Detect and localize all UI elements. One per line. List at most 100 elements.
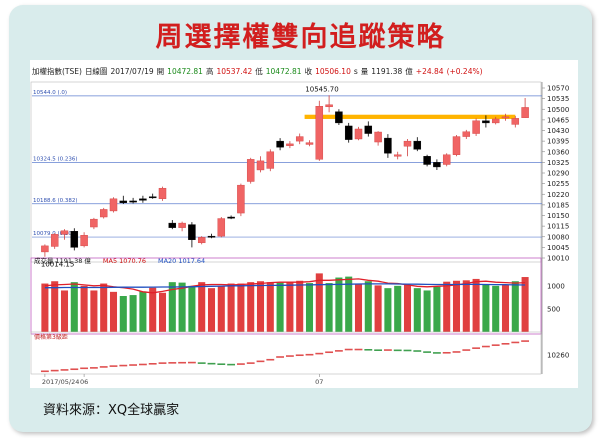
volume-bar bbox=[158, 292, 167, 332]
volume-bar bbox=[237, 283, 245, 332]
candle-body bbox=[521, 107, 529, 118]
volume-bar bbox=[129, 295, 137, 332]
volume-bar bbox=[60, 290, 69, 332]
candle-body bbox=[511, 118, 520, 125]
price-tick-label: 10115 bbox=[547, 223, 569, 231]
candle-body bbox=[80, 235, 88, 247]
candle-body bbox=[413, 140, 422, 150]
x-tick-label: 06 bbox=[80, 378, 88, 386]
page-title: 周選擇權雙向追蹤策略 bbox=[155, 22, 446, 53]
candle-body bbox=[374, 131, 382, 143]
volume-bar bbox=[80, 285, 88, 332]
fib-reference-label: 10079.0 (0.500) bbox=[33, 231, 78, 237]
header-close-mark: s bbox=[354, 67, 358, 76]
volume-bar bbox=[100, 283, 108, 332]
header-volume-label: 量 bbox=[361, 67, 369, 76]
header-period: 日線圖 bbox=[85, 66, 108, 76]
candle-body bbox=[462, 131, 471, 137]
price-tick-label: 10045 bbox=[547, 244, 569, 252]
candle-body bbox=[99, 209, 108, 218]
chart-panel bbox=[30, 60, 578, 388]
fib-reference-label: 10544.0 (.0) bbox=[33, 90, 67, 96]
price-tick-label: 10500 bbox=[547, 106, 569, 114]
candle-body bbox=[217, 218, 226, 237]
candle-body bbox=[393, 154, 402, 157]
volume-bar bbox=[90, 290, 98, 332]
candle-body bbox=[276, 140, 284, 148]
price-tick-label: 10080 bbox=[547, 233, 569, 241]
volume-bar bbox=[452, 280, 461, 332]
candle-body bbox=[129, 200, 137, 203]
volume-ma20-line bbox=[44, 283, 526, 289]
header-change: +24.84 bbox=[416, 67, 444, 76]
header-close-value: 10506.10 bbox=[315, 67, 351, 76]
volume-label: 成交量 bbox=[34, 256, 54, 265]
volume-bar bbox=[217, 285, 225, 332]
volume-bar bbox=[433, 286, 441, 332]
volume-tick-label: 1000 bbox=[547, 282, 565, 290]
volume-bar bbox=[364, 281, 372, 332]
candle-body bbox=[197, 237, 206, 244]
volume-bar bbox=[394, 285, 402, 332]
ma20-label: MA20 bbox=[158, 257, 176, 265]
candle-body bbox=[50, 234, 59, 247]
candle-body bbox=[403, 140, 412, 147]
volume-bar bbox=[335, 277, 343, 332]
x-tick-label: 2017/05/24 bbox=[42, 378, 79, 386]
fib-reference-label: 10188.6 (0.382) bbox=[33, 198, 78, 204]
price-tick-label: 10360 bbox=[547, 148, 569, 156]
candle-body bbox=[158, 187, 167, 200]
source-note: 資料來源：XQ全球贏家 bbox=[43, 403, 180, 418]
header-change-pct: (+0.24%) bbox=[447, 67, 483, 76]
candle-body bbox=[148, 196, 157, 199]
fib-reference-label: 10324.5 (0.236) bbox=[33, 157, 78, 163]
candle-body bbox=[442, 154, 451, 165]
volume-bar bbox=[149, 287, 157, 332]
price-tick-label: 10570 bbox=[547, 85, 569, 93]
volume-bar bbox=[315, 273, 323, 332]
candlestick-chart: 加權指數(TSE) 日線圖 2017/07/19 開 10472.81 高 10537.42… bbox=[30, 66, 569, 386]
candle-body bbox=[491, 118, 500, 124]
candle-body bbox=[354, 128, 363, 140]
price-tick-label: 10010 bbox=[547, 255, 569, 263]
high-annotation: 10545.70 bbox=[305, 85, 338, 93]
price-tick-label: 10150 bbox=[547, 212, 569, 220]
lower-tick-label: 10260 bbox=[547, 351, 569, 359]
candle-body bbox=[237, 184, 245, 214]
volume-bar bbox=[188, 285, 196, 332]
candle-body bbox=[90, 218, 98, 228]
header-open-value: 10472.81 bbox=[167, 67, 203, 76]
volume-bar bbox=[403, 284, 412, 332]
header-low-label: 低 bbox=[255, 66, 263, 76]
volume-bar bbox=[198, 282, 206, 332]
volume-bar bbox=[296, 280, 304, 332]
candle-body bbox=[482, 120, 490, 124]
candle-body bbox=[266, 151, 275, 169]
low-annotation: 10014.15 bbox=[41, 261, 74, 269]
ma5-value: 1070.76 bbox=[119, 257, 146, 265]
volume-bar bbox=[178, 282, 186, 332]
candle-body bbox=[41, 245, 49, 253]
candle-body bbox=[178, 222, 186, 228]
candle-body bbox=[70, 231, 79, 248]
candle-body bbox=[286, 143, 294, 146]
volume-bar bbox=[511, 281, 519, 332]
volume-bar bbox=[139, 291, 147, 332]
candle-body bbox=[109, 198, 118, 212]
volume-bar bbox=[305, 283, 314, 332]
volume-bar bbox=[443, 281, 451, 332]
candle-body bbox=[207, 235, 216, 238]
volume-bar bbox=[256, 281, 265, 332]
candle-body bbox=[344, 125, 353, 140]
candle-body bbox=[188, 224, 196, 240]
volume-bar bbox=[354, 284, 363, 332]
volume-bar bbox=[51, 281, 59, 332]
volume-bar bbox=[384, 288, 392, 332]
header-date: 2017/07/19 bbox=[110, 67, 153, 76]
candle-body bbox=[501, 116, 510, 119]
lower-panel-label: 價格第3級距 bbox=[34, 333, 68, 341]
price-tick-label: 10255 bbox=[547, 180, 569, 188]
volume-bar bbox=[472, 278, 480, 332]
volume-bar bbox=[413, 288, 421, 332]
